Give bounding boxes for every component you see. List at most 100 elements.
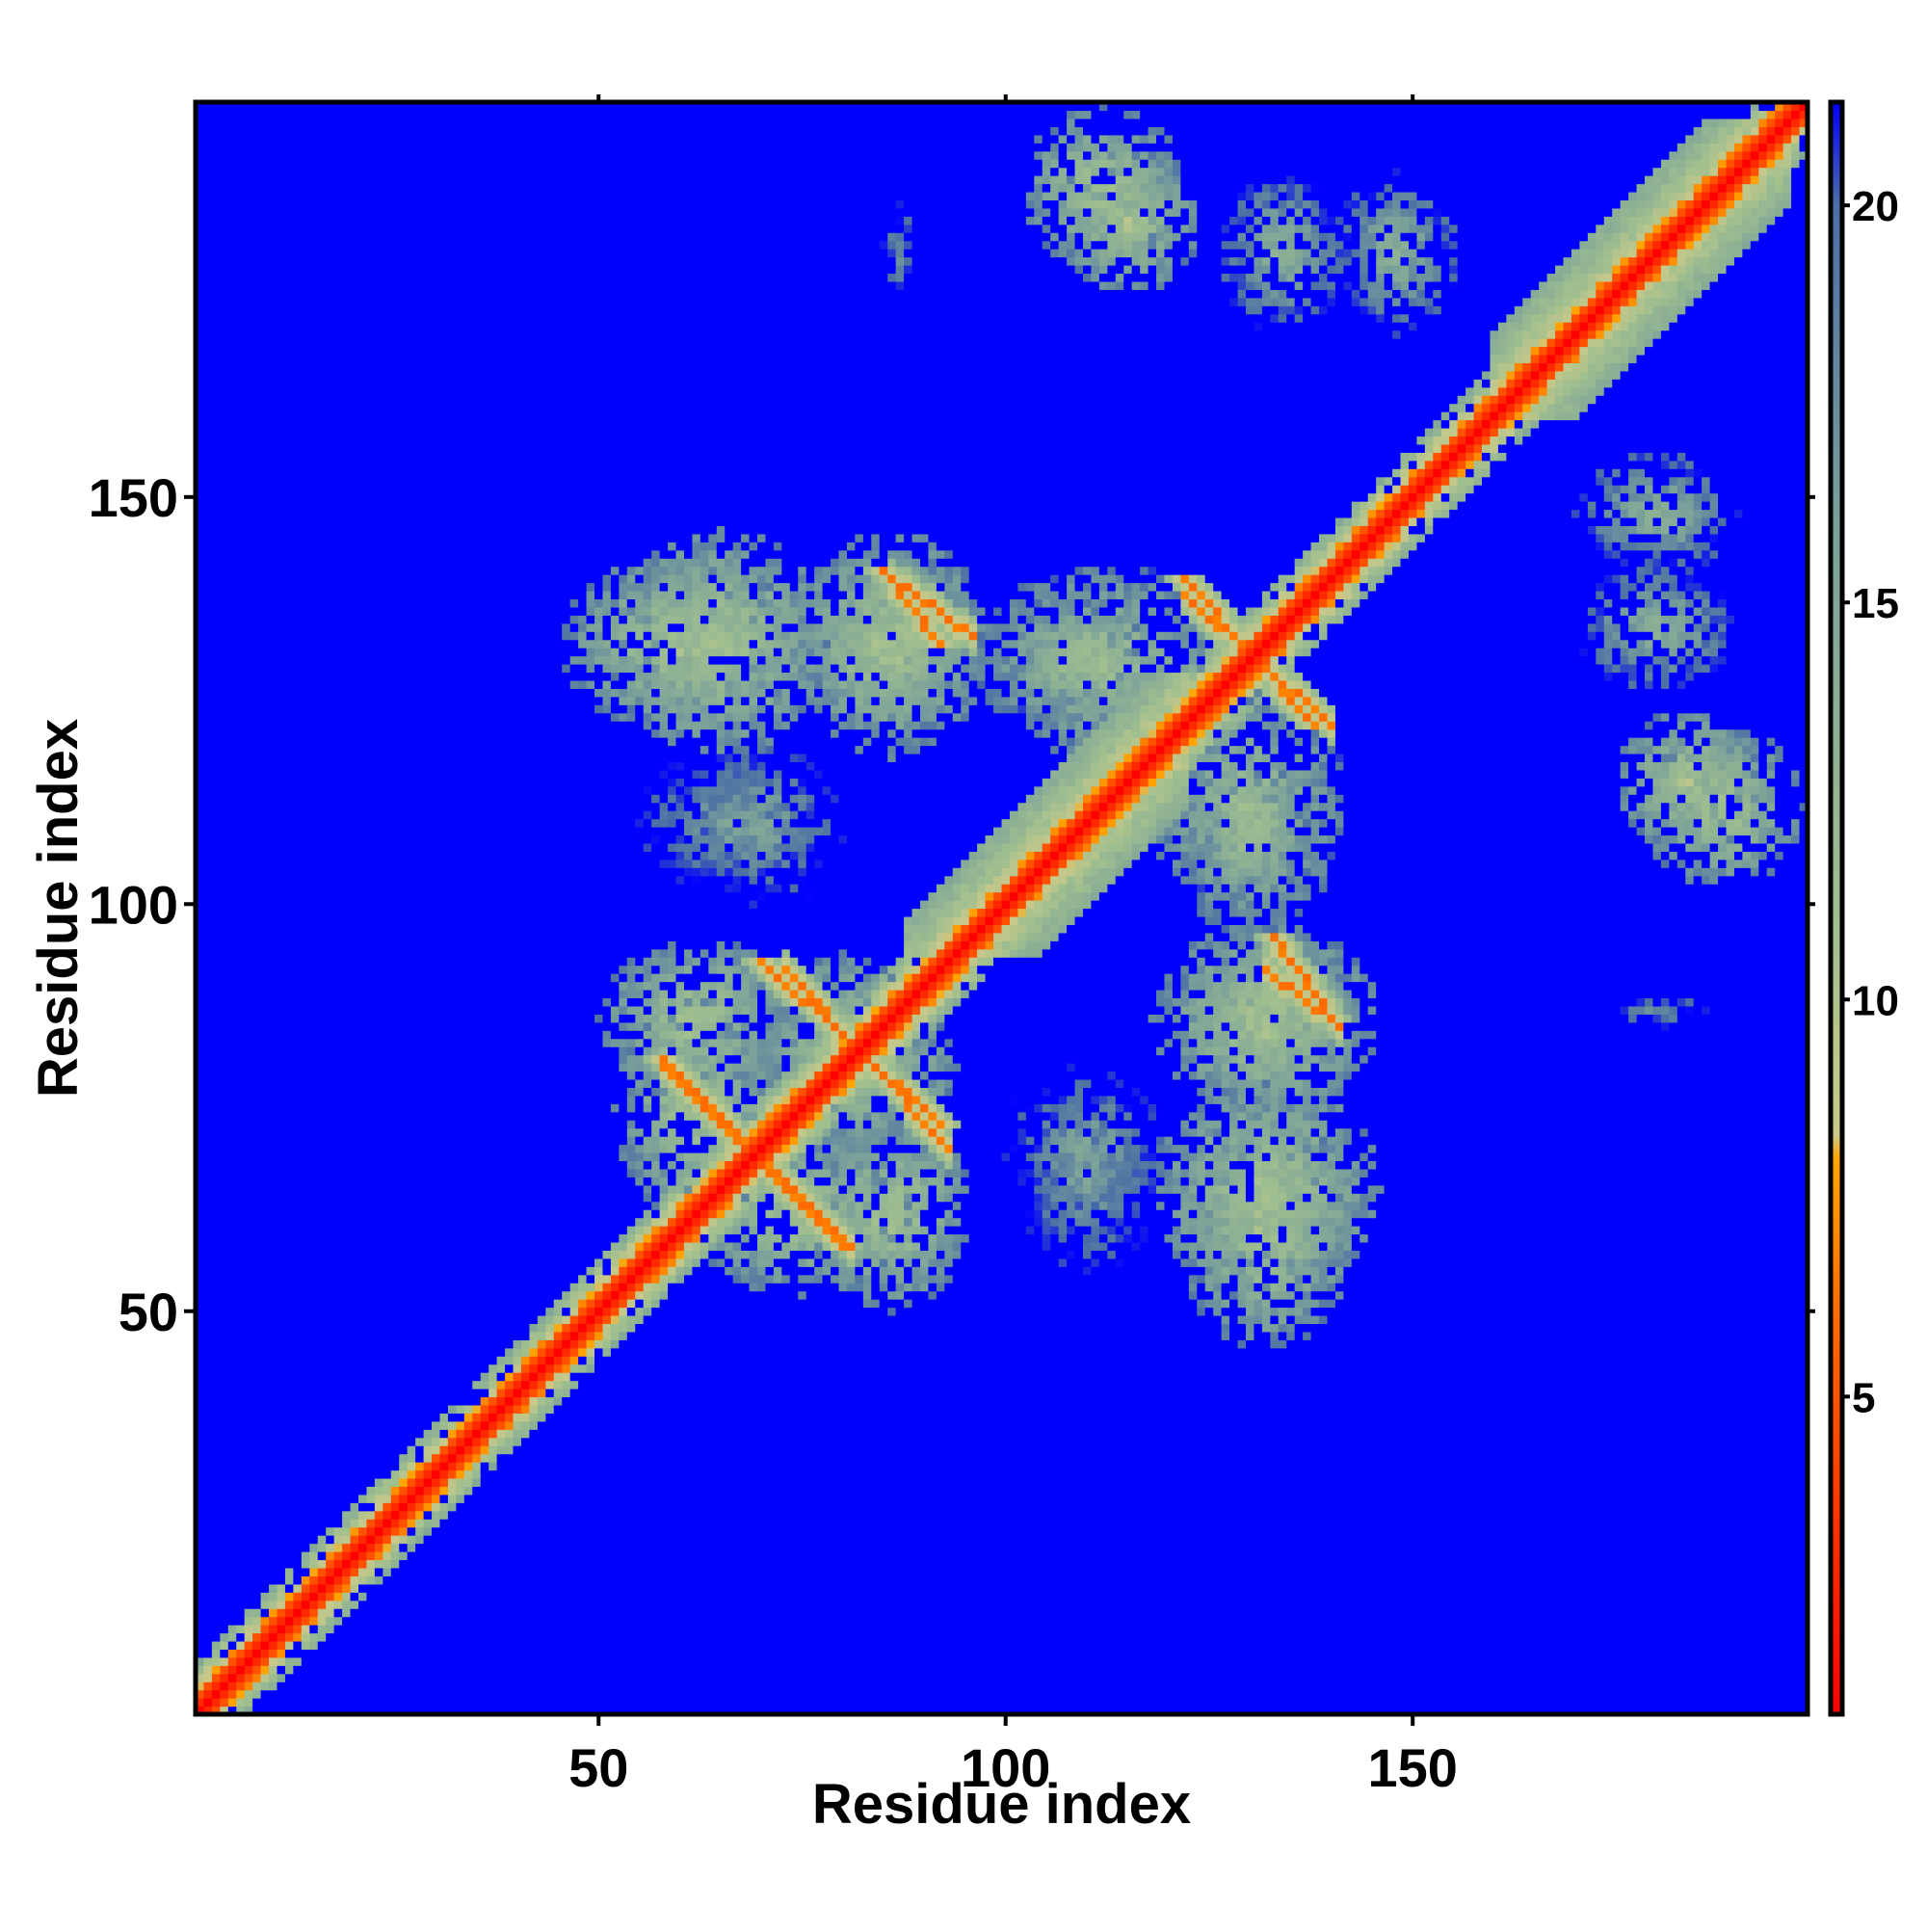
heatmap-cell [220, 843, 228, 852]
heatmap-cell [366, 119, 375, 127]
heatmap-cell [318, 1193, 327, 1202]
heatmap-cell [326, 827, 334, 835]
heatmap-cell [309, 1323, 318, 1332]
heatmap-cell [326, 851, 334, 860]
heatmap-cell [245, 1275, 253, 1284]
heatmap-cell [342, 1308, 351, 1316]
heatmap-cell [269, 1544, 277, 1552]
heatmap-cell [302, 525, 310, 534]
heatmap-cell [318, 534, 327, 543]
heatmap-cell [326, 598, 334, 607]
heatmap-cell [212, 1242, 221, 1251]
heatmap-cell [220, 729, 228, 738]
heatmap-cell [212, 1226, 221, 1234]
heatmap-cell [220, 713, 228, 722]
heatmap-cell [309, 1625, 318, 1633]
heatmap-cell [212, 851, 221, 860]
heatmap-cell [309, 1575, 318, 1584]
heatmap-cell [358, 1372, 367, 1381]
heatmap-cell [383, 1160, 391, 1169]
heatmap-cell [261, 1649, 270, 1657]
heatmap-cell [358, 957, 367, 966]
heatmap-cell [285, 810, 294, 819]
heatmap-cell [366, 778, 375, 786]
heatmap-cell [326, 761, 334, 770]
heatmap-cell [261, 159, 270, 168]
heatmap-cell [383, 1299, 391, 1308]
heatmap-cell [285, 1519, 294, 1527]
heatmap-cell [391, 461, 400, 469]
heatmap-cell [236, 1690, 245, 1699]
heatmap-cell [245, 338, 253, 347]
heatmap-cell [269, 1242, 277, 1251]
heatmap-cell [342, 517, 351, 526]
heatmap-cell [391, 1625, 400, 1633]
heatmap-cell [261, 1429, 270, 1438]
heatmap-cell [245, 1291, 253, 1300]
heatmap-cell [334, 1112, 343, 1121]
heatmap-cell [252, 1055, 261, 1064]
heatmap-cell [203, 322, 212, 331]
heatmap-cell [203, 1046, 212, 1055]
heatmap-cell [309, 1046, 318, 1055]
heatmap-cell [277, 1283, 285, 1291]
heatmap-cell [383, 567, 391, 575]
heatmap-cell [391, 737, 400, 746]
heatmap-cell [212, 843, 221, 852]
heatmap-cell [212, 199, 221, 208]
heatmap-cell [236, 1502, 245, 1511]
heatmap-cell [277, 135, 285, 144]
heatmap-cell [366, 485, 375, 493]
heatmap-cell [334, 517, 343, 526]
heatmap-cell [245, 770, 253, 779]
heatmap-cell [351, 1185, 359, 1194]
heatmap-cell [212, 1152, 221, 1161]
heatmap-cell [277, 298, 285, 306]
heatmap-cell [293, 1242, 302, 1251]
heatmap-cell [326, 1478, 334, 1487]
heatmap-cell [342, 1575, 351, 1584]
heatmap-cell [366, 1332, 375, 1340]
heatmap-cell [302, 876, 310, 885]
heatmap-cell [326, 1185, 334, 1194]
heatmap-cell [220, 387, 228, 396]
heatmap-cell [309, 1438, 318, 1446]
heatmap-cell [318, 436, 327, 444]
heatmap-cell [228, 1633, 237, 1642]
heatmap-cell [277, 126, 285, 135]
heatmap-cell [228, 876, 237, 885]
heatmap-cell [334, 598, 343, 607]
heatmap-cell [366, 567, 375, 575]
heatmap-cell [358, 168, 367, 176]
heatmap-cell [252, 1568, 261, 1576]
heatmap-cell [351, 1665, 359, 1674]
heatmap-cell [245, 1665, 253, 1674]
heatmap-cell [277, 697, 285, 705]
heatmap-cell [220, 1299, 228, 1308]
heatmap-cell [383, 1233, 391, 1242]
heatmap-cell [269, 1389, 277, 1397]
heatmap-cell [334, 550, 343, 559]
heatmap-cell [245, 1681, 253, 1690]
heatmap-cell [228, 1079, 237, 1088]
heatmap-cell [261, 461, 270, 469]
heatmap-cell [212, 501, 221, 510]
heatmap-cell [228, 151, 237, 160]
heatmap-cell [252, 664, 261, 673]
heatmap-cell [383, 411, 391, 420]
heatmap-cell [269, 1527, 277, 1536]
heatmap-cell [285, 151, 294, 160]
heatmap-cell [252, 331, 261, 339]
heatmap-cell [277, 819, 285, 828]
heatmap-cell [252, 583, 261, 592]
heatmap-cell [351, 1022, 359, 1031]
heatmap-cell [285, 1438, 294, 1446]
heatmap-cell [342, 355, 351, 363]
heatmap-cell [391, 1486, 400, 1495]
heatmap-cell [236, 1339, 245, 1348]
heatmap-cell [212, 1649, 221, 1657]
heatmap-cell [326, 1389, 334, 1397]
heatmap-cell [245, 461, 253, 469]
heatmap-cell [318, 1202, 327, 1210]
heatmap-cell [277, 395, 285, 404]
